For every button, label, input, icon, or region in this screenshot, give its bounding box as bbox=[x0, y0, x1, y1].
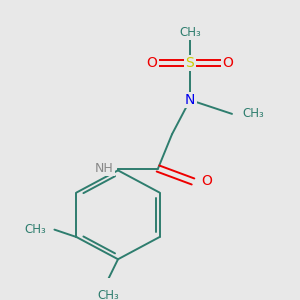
Text: S: S bbox=[186, 56, 194, 70]
Text: O: O bbox=[201, 175, 212, 188]
Text: O: O bbox=[147, 56, 158, 70]
Text: N: N bbox=[185, 93, 195, 107]
Text: CH₃: CH₃ bbox=[242, 107, 264, 120]
Text: NH: NH bbox=[95, 162, 114, 175]
Text: CH₃: CH₃ bbox=[179, 26, 201, 39]
Text: O: O bbox=[223, 56, 233, 70]
Text: CH₃: CH₃ bbox=[97, 289, 119, 300]
Text: CH₃: CH₃ bbox=[25, 223, 46, 236]
